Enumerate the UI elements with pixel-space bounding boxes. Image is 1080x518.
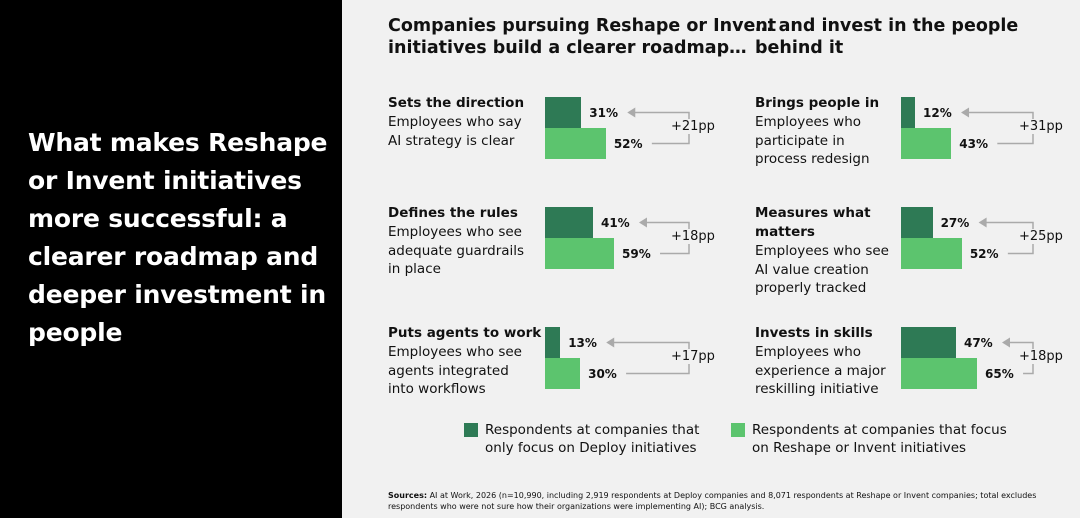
invests-in-skills-title: Invests in skills: [755, 325, 873, 341]
defines-rules-description-line-1: Employees who see: [388, 224, 522, 240]
defines-rules-difference-label: +18pp: [670, 229, 716, 244]
column-title-people-line-2: behind it: [755, 38, 844, 58]
defines-rules-bar-reshape: [545, 238, 615, 269]
sets-direction-difference-label: +21pp: [670, 119, 716, 134]
legend-label-deploy: Respondents at companies that only focus …: [485, 421, 745, 457]
puts-agents-to-work-difference-label: +17pp: [670, 349, 716, 364]
sources-note: Sources: AI at Work, 2026 (n=10,990, inc…: [388, 490, 1048, 512]
column-title-roadmap-line-2: initiatives build a clearer roadmap…: [388, 38, 747, 58]
sources-text: AI at Work, 2026 (n=10,990, including 2,…: [388, 491, 1037, 511]
measures-what-matters-title-line-1: Measures what: [755, 205, 871, 221]
puts-agents-to-work-description-line-1: Employees who see: [388, 344, 522, 360]
invests-in-skills-difference-label: +18pp: [1018, 349, 1064, 364]
invests-in-skills-description-line-2: experience a major: [755, 362, 886, 379]
headline: What makes Reshape or Invent initiatives…: [28, 128, 328, 347]
brings-people-in-description-line-1: Employees who: [755, 114, 862, 130]
legend-label-deploy-line-1: Respondents at companies that: [485, 422, 700, 438]
puts-agents-to-work-value-reshape: 30%: [588, 367, 617, 381]
legend-label-reshape: Respondents at companies that focus on Re…: [752, 421, 1012, 457]
measures-what-matters-value-deploy: 27%: [940, 216, 970, 230]
invests-in-skills-value-deploy: 47%: [963, 336, 993, 350]
measures-what-matters-description-line-3: properly tracked: [755, 280, 867, 296]
measures-what-matters-bar-deploy: [901, 207, 933, 238]
defines-rules-value-deploy: 41%: [600, 216, 630, 230]
defines-rules-bar-deploy: [545, 207, 593, 238]
defines-rules-title: Defines the rules: [388, 205, 518, 221]
legend-swatch-reshape: [731, 423, 745, 437]
left-panel: What makes Reshape or Invent initiatives…: [0, 0, 342, 518]
column-title-people-line-1: … and invest in the people: [755, 16, 1019, 36]
defines-rules-description-line-3: in place: [388, 261, 441, 277]
puts-agents-to-work-bar-reshape: [545, 358, 581, 389]
brings-people-in-description-line-2: participate in: [755, 132, 845, 149]
measures-what-matters-description-line-1: Employees who see: [755, 243, 889, 259]
brings-people-in-value-reshape: 43%: [959, 137, 989, 151]
invests-in-skills-description-line-3: reskilling initiative: [755, 381, 879, 397]
puts-agents-to-work-value-deploy: 13%: [568, 336, 597, 350]
sets-direction-value-reshape: 52%: [613, 137, 643, 151]
sets-direction-bar-reshape: [545, 128, 606, 159]
puts-agents-to-work-title: Puts agents to work: [388, 325, 542, 341]
sets-direction-value-deploy: 31%: [589, 106, 618, 120]
legend-swatch-deploy: [464, 423, 478, 437]
legend-label-reshape-line-2: on Reshape or Invent initiatives: [752, 440, 967, 456]
measures-what-matters-bar-reshape: [901, 238, 962, 269]
defines-rules-description-line-2: adequate guardrails: [388, 242, 525, 259]
brings-people-in-title: Brings people in: [755, 95, 880, 111]
measures-what-matters-description-line-2: AI value creation: [755, 261, 869, 278]
measures-what-matters-value-reshape: 52%: [969, 247, 999, 261]
puts-agents-to-work-description-line-3: into workflows: [388, 381, 486, 397]
brings-people-in-difference-label: +31pp: [1018, 119, 1064, 134]
measures-what-matters-difference-label: +25pp: [1018, 229, 1064, 244]
sets-direction-title: Sets the direction: [388, 95, 525, 111]
brings-people-in-value-deploy: 12%: [923, 106, 952, 120]
column-title-roadmap-line-1: Companies pursuing Reshape or Invent: [388, 16, 777, 36]
brings-people-in-bar-reshape: [901, 128, 952, 159]
invests-in-skills-bar-deploy: [901, 327, 956, 358]
brings-people-in-bar-deploy: [901, 97, 916, 128]
sets-direction-description-line-2: AI strategy is clear: [388, 132, 515, 149]
invests-in-skills-value-reshape: 65%: [985, 367, 1014, 381]
sets-direction-bar-deploy: [545, 97, 582, 128]
measures-what-matters-title-line-2: matters: [755, 224, 815, 240]
legend-label-reshape-line-1: Respondents at companies that focus: [752, 422, 1007, 438]
puts-agents-to-work-bar-deploy: [545, 327, 561, 358]
invests-in-skills-bar-reshape: [901, 358, 978, 389]
puts-agents-to-work-description-line-2: agents integrated: [388, 362, 509, 379]
defines-rules-value-reshape: 59%: [622, 247, 651, 261]
column-title-roadmap: Companies pursuing Reshape or Invent init…: [388, 15, 776, 59]
legend-label-deploy-line-2: only focus on Deploy initiatives: [485, 440, 697, 456]
sets-direction-description-line-1: Employees who say: [388, 114, 522, 130]
column-title-people: … and invest in the people behind it: [755, 15, 1018, 59]
invests-in-skills-description-line-1: Employees who: [755, 344, 862, 360]
brings-people-in-description-line-3: process redesign: [755, 151, 870, 167]
sources-label: Sources:: [388, 491, 428, 500]
